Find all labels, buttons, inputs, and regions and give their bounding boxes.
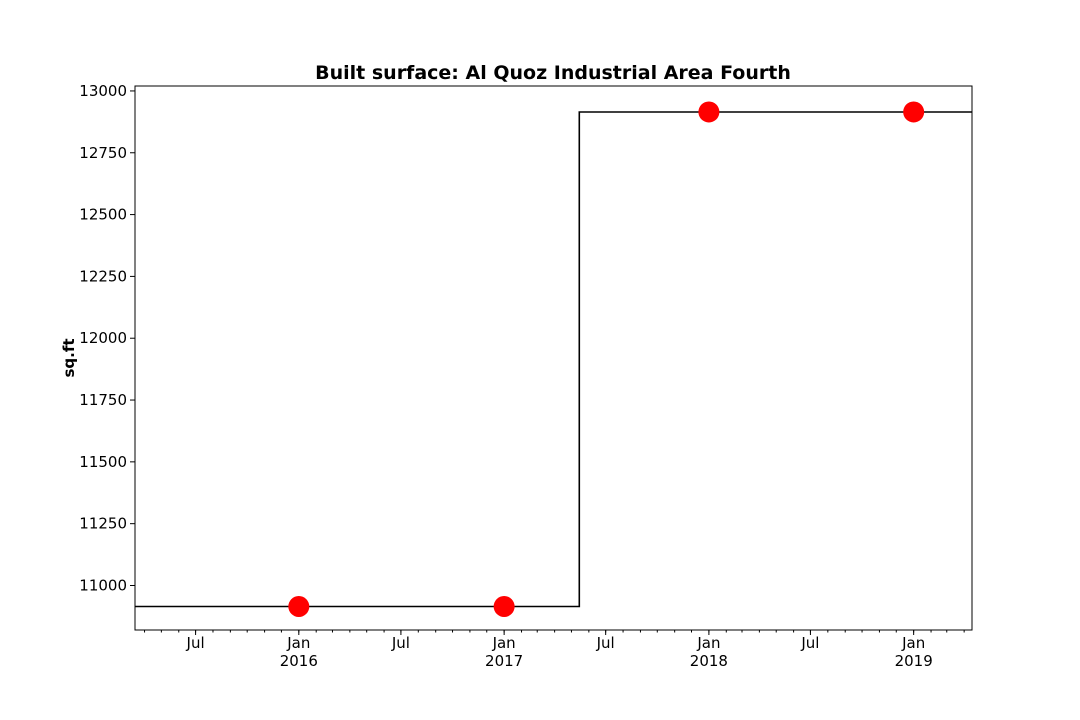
x-tick-label: Jul — [596, 634, 615, 652]
y-tick-label: 11000 — [79, 576, 127, 594]
data-point-marker — [698, 101, 720, 123]
x-tick-label: Jan — [286, 634, 310, 652]
y-tick-label: 12500 — [79, 206, 127, 224]
x-tick-label: Jul — [800, 634, 819, 652]
y-tick-label: 11500 — [79, 453, 127, 471]
y-axis-label: sq.ft — [60, 338, 78, 377]
plot-area: 11000 11250 11500 11750 12000 12250 12500 12750… — [79, 82, 973, 670]
x-tick-year-label: 2018 — [690, 652, 728, 670]
y-tick-label: 11250 — [79, 515, 127, 533]
series-step-line — [135, 111, 972, 608]
y-tick-label: 12000 — [79, 329, 127, 347]
x-tick-label: Jan — [696, 634, 720, 652]
data-point-marker — [903, 101, 925, 123]
x-tick-label: Jan — [901, 634, 925, 652]
x-tick-label: Jul — [186, 634, 205, 652]
y-tick-label: 11750 — [79, 391, 127, 409]
y-tick-label: 12750 — [79, 144, 127, 162]
x-tick-label: Jul — [391, 634, 410, 652]
plot-frame — [134, 85, 973, 631]
y-tick-label: 13000 — [79, 82, 127, 100]
x-tick-label: Jan — [492, 634, 516, 652]
x-tick-year-label: 2017 — [485, 652, 523, 670]
data-point-marker — [493, 596, 515, 618]
data-point-marker — [288, 596, 310, 618]
chart-title: Built surface: Al Quoz Industrial Area F… — [315, 62, 791, 84]
x-tick-year-label: 2019 — [895, 652, 933, 670]
y-tick-label: 12250 — [79, 267, 127, 285]
x-tick-year-label: 2016 — [280, 652, 318, 670]
